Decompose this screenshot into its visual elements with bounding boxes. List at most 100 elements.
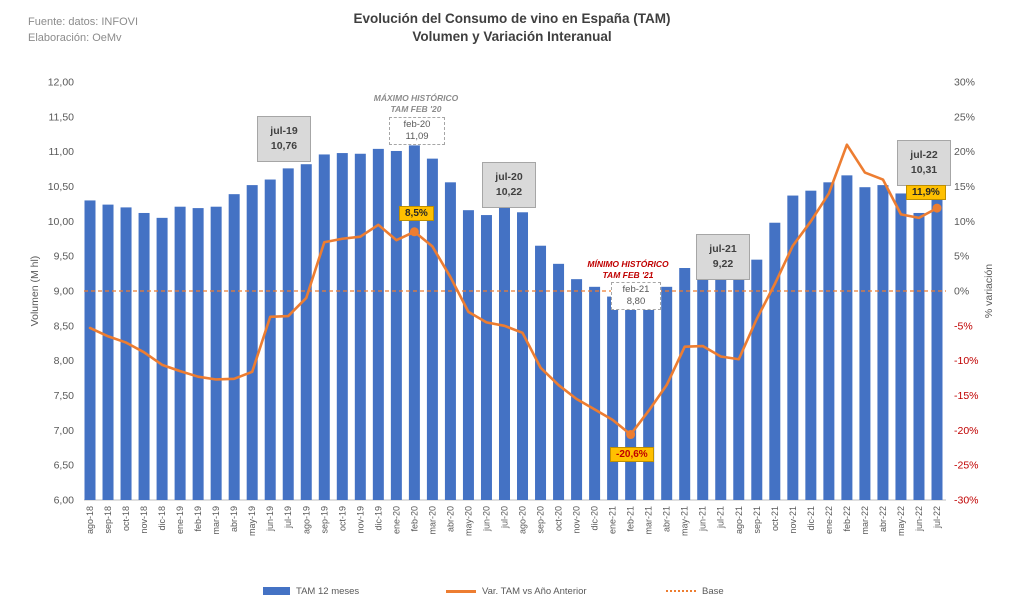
svg-text:% variación: % variación [983,264,995,318]
svg-text:nov-20: nov-20 [572,506,582,534]
svg-text:abr-21: abr-21 [662,506,672,532]
svg-text:nov-21: nov-21 [788,506,798,534]
source-note: Fuente: datos: INFOVI Elaboración: OeMv [28,14,138,46]
svg-text:jun-20: jun-20 [481,506,491,532]
svg-text:0%: 0% [954,286,969,298]
annotation-jul-20-value: 10,22 [495,186,523,198]
svg-text:9,00: 9,00 [54,286,75,298]
annotation-feb-20: feb-20 11,09 [389,117,445,145]
svg-text:ago-19: ago-19 [301,506,311,534]
svg-text:may-22: may-22 [896,506,906,536]
legend-label-variation: Var. TAM vs Año Anterior [482,585,587,597]
svg-text:jul-19: jul-19 [283,506,293,529]
svg-text:8,00: 8,00 [54,355,75,367]
svg-text:dic-19: dic-19 [373,506,383,531]
svg-text:ene-21: ene-21 [608,506,618,534]
svg-text:ago-20: ago-20 [518,506,528,534]
svg-text:oct-20: oct-20 [554,506,564,531]
svg-text:-20%: -20% [954,425,979,437]
svg-text:jul-21: jul-21 [716,506,726,529]
source-line-1: Fuente: datos: INFOVI [28,16,139,28]
legend-item-tam: TAM 12 meses [263,584,359,598]
svg-text:10%: 10% [954,216,975,228]
svg-text:dic-18: dic-18 [157,506,167,531]
annotation-jul-19-value: 10,76 [270,140,298,152]
source-line-2: Elaboración: OeMv [28,32,122,44]
svg-text:feb-21: feb-21 [626,506,636,532]
svg-text:jun-19: jun-19 [265,506,275,532]
svg-text:oct-18: oct-18 [121,506,131,531]
svg-text:feb-22: feb-22 [842,506,852,532]
annotation-jul-21-value: 9,22 [712,258,734,270]
label-var-feb-21: -20,6% [610,447,654,462]
label-var-jul-22: 11,9% [906,185,946,200]
svg-text:jul-22: jul-22 [932,506,942,529]
min-historic-note: MÍNIMO HISTÓRICO TAM FEB '21 [587,259,669,280]
bar-swatch-icon [263,587,290,595]
svg-text:7,50: 7,50 [54,390,75,402]
label-var-feb-20: 8,5% [399,206,434,221]
svg-text:6,00: 6,00 [54,495,75,507]
legend-item-base: Base [666,584,724,598]
annotation-jul-21-month: jul-21 [709,243,737,255]
svg-text:sep-21: sep-21 [752,506,762,534]
svg-text:8,50: 8,50 [54,320,75,332]
svg-text:ago-21: ago-21 [734,506,744,534]
svg-text:jul-20: jul-20 [499,506,509,529]
svg-text:11,50: 11,50 [49,111,75,123]
svg-text:7,00: 7,00 [54,425,75,437]
svg-text:feb-20: feb-20 [409,506,419,532]
svg-text:dic-20: dic-20 [590,506,600,531]
annotation-feb-21-month: feb-21 [622,284,650,295]
legend-label-tam: TAM 12 meses [296,585,360,597]
annotation-jul-19-month: jul-19 [270,125,298,137]
svg-text:jun-22: jun-22 [914,506,924,532]
svg-text:25%: 25% [954,111,975,123]
svg-text:sep-19: sep-19 [319,506,329,534]
svg-text:12,00: 12,00 [48,77,74,89]
svg-text:abr-20: abr-20 [445,506,455,532]
svg-text:may-21: may-21 [680,506,690,536]
svg-text:abr-22: abr-22 [878,506,888,532]
svg-text:mar-21: mar-21 [644,506,654,535]
annotation-jul-22: jul-22 10,31 [897,140,951,186]
svg-text:9,50: 9,50 [54,251,75,263]
svg-text:jun-21: jun-21 [698,506,708,532]
svg-text:ene-19: ene-19 [175,506,185,534]
legend-label-base: Base [702,585,724,597]
max-historic-note: MÁXIMO HISTÓRICO TAM FEB '20 [373,93,459,114]
svg-text:-5%: -5% [954,320,973,332]
svg-text:ene-22: ene-22 [824,506,834,534]
svg-text:10,50: 10,50 [48,181,74,193]
svg-text:-30%: -30% [954,495,979,507]
svg-text:ene-20: ene-20 [391,506,401,534]
svg-text:ago-18: ago-18 [85,506,95,534]
annotation-feb-21: feb-21 8,80 [611,282,661,310]
annotation-jul-20-month: jul-20 [495,171,523,183]
svg-text:15%: 15% [954,181,975,193]
svg-text:sep-20: sep-20 [536,506,546,534]
annotation-jul-21: jul-21 9,22 [696,234,750,280]
annotation-feb-20-month: feb-20 [403,119,431,130]
svg-text:may-20: may-20 [463,506,473,536]
page-title: Evolución del Consumo de vino en España … [0,10,1024,46]
svg-text:feb-19: feb-19 [193,506,203,532]
svg-text:oct-19: oct-19 [337,506,347,531]
svg-text:nov-19: nov-19 [355,506,365,534]
svg-text:Volumen (M hl): Volumen (M hl) [29,256,41,327]
svg-text:mar-20: mar-20 [427,506,437,535]
svg-text:-15%: -15% [954,390,979,402]
svg-text:-10%: -10% [954,355,979,367]
svg-text:abr-19: abr-19 [229,506,239,532]
svg-text:20%: 20% [954,146,975,158]
svg-text:30%: 30% [954,77,975,89]
svg-text:6,50: 6,50 [54,460,75,472]
svg-text:dic-21: dic-21 [806,506,816,531]
svg-text:nov-18: nov-18 [139,506,149,534]
dash-swatch-icon [666,590,696,592]
annotation-feb-21-value: 8,80 [626,296,646,307]
annotation-jul-22-value: 10,31 [910,164,938,176]
svg-text:11,00: 11,00 [49,146,75,158]
